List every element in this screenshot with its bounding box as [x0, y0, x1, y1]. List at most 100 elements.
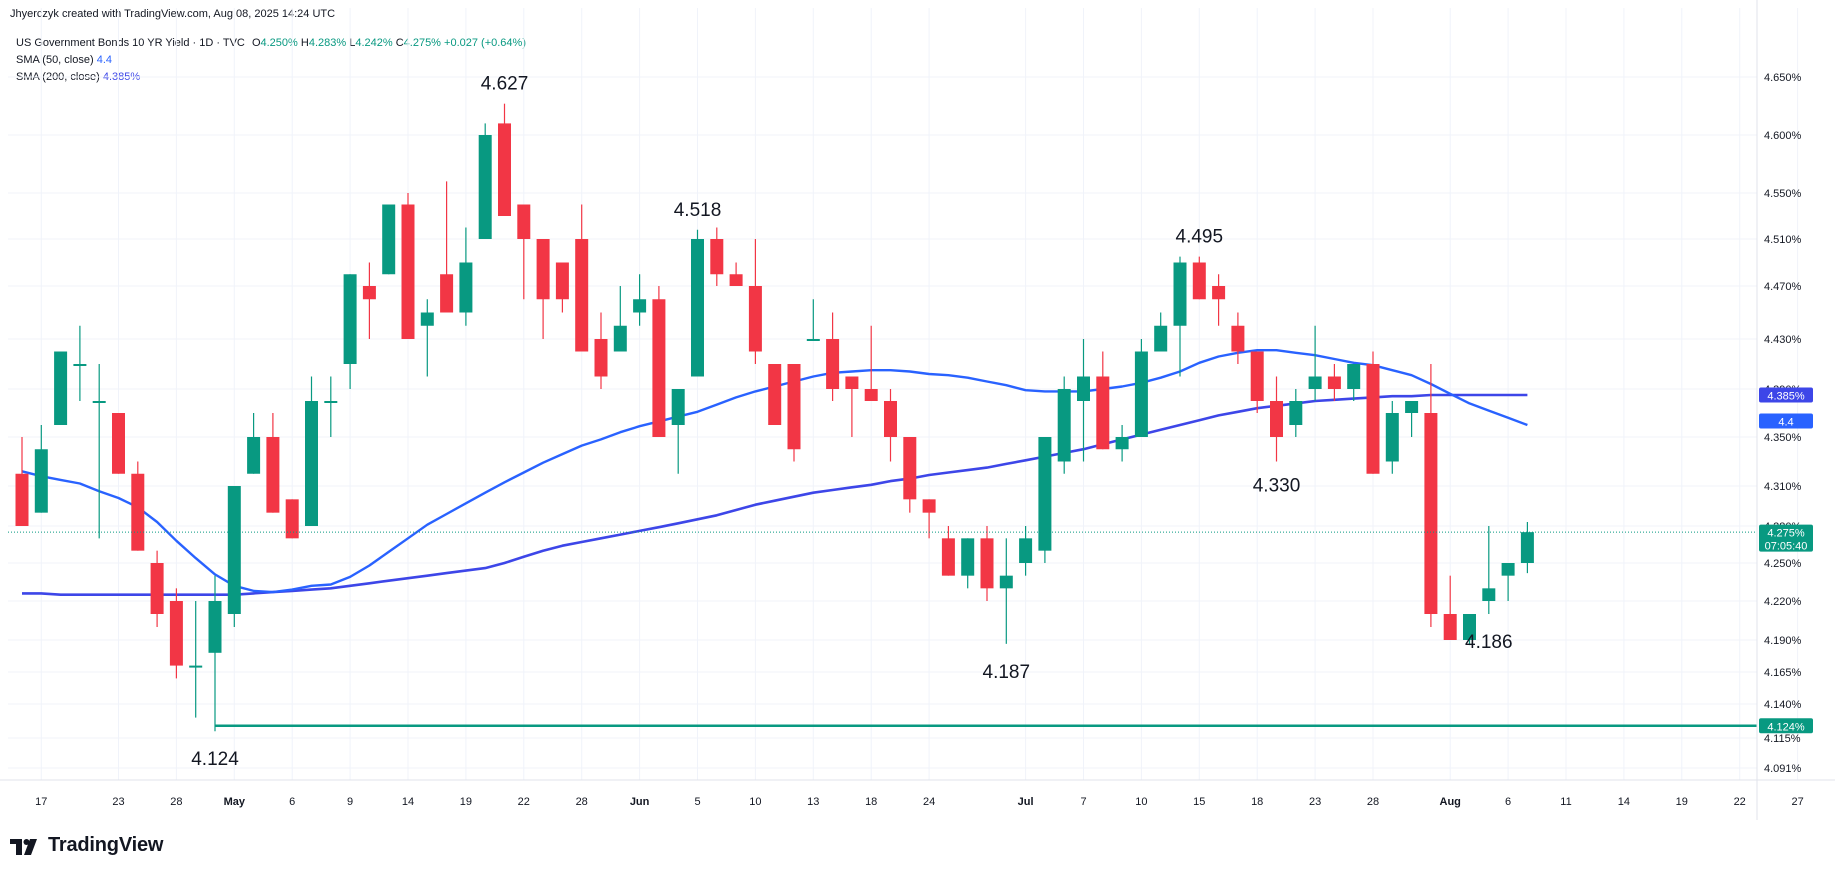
candle-down: [729, 262, 743, 286]
candle-body: [1173, 262, 1187, 326]
candle-down: [845, 376, 859, 437]
x-tick-label: 18: [865, 796, 877, 808]
candle-up: [1289, 389, 1303, 437]
candle-down: [169, 588, 183, 679]
candle-down: [575, 204, 589, 352]
y-tick-label: 4.470%: [1764, 281, 1802, 293]
candle-body: [247, 437, 261, 474]
candle-body: [343, 274, 357, 364]
candle-body: [92, 401, 106, 403]
candle-body: [1154, 325, 1168, 352]
candle-body: [420, 312, 434, 326]
candle-down: [903, 437, 917, 513]
candle-down: [1096, 351, 1110, 450]
legend-open-value: 4.250%: [260, 37, 298, 49]
candle-body: [691, 239, 704, 377]
candle-down: [1212, 274, 1226, 326]
x-tick-label: May: [224, 796, 246, 808]
candle-down: [1192, 256, 1206, 300]
x-tick-label: 23: [112, 796, 124, 808]
x-tick-label: 13: [807, 796, 819, 808]
candle-up: [478, 123, 492, 239]
candle-body: [285, 499, 299, 539]
candle-body: [189, 665, 203, 668]
candle-up: [691, 229, 704, 377]
candle-down: [536, 239, 550, 339]
candle-body: [73, 364, 87, 366]
candle-body: [1038, 437, 1052, 551]
x-tick-label: 22: [1734, 796, 1746, 808]
candle-body: [826, 339, 840, 389]
price-annotation: 4.124: [191, 749, 239, 770]
x-tick-label: 11: [1560, 796, 1571, 808]
y-tick-label: 4.165%: [1764, 667, 1802, 679]
candle-up: [633, 274, 647, 326]
candle-body: [1366, 364, 1380, 474]
candle-up: [1077, 339, 1090, 462]
candle-body: [131, 473, 145, 551]
candle-body: [1482, 588, 1496, 601]
candle-up: [1501, 563, 1515, 601]
y-tick-label: 4.250%: [1764, 558, 1802, 570]
candle-down: [1443, 575, 1457, 640]
support-price-badge: 4.124%: [1759, 718, 1813, 734]
candle-down: [15, 437, 29, 526]
candle-body: [169, 601, 183, 666]
last-price-badge-text: 4.275%: [1767, 528, 1805, 540]
candle-body: [845, 376, 859, 389]
tradingview-logo-text: TradingView: [48, 834, 164, 856]
candle-down: [362, 262, 376, 339]
candle-body: [941, 538, 955, 576]
candle-down: [285, 499, 299, 539]
tradingview-logo[interactable]: TradingView: [10, 834, 163, 857]
candle-up: [305, 376, 318, 526]
x-tick-label: Aug: [1440, 796, 1461, 808]
candle-body: [768, 364, 782, 425]
candle-up: [613, 286, 627, 352]
candle-body: [112, 413, 125, 474]
candle-body: [498, 123, 511, 216]
candle-up: [1405, 401, 1419, 437]
x-tick-label: 14: [1618, 796, 1630, 808]
candle-down: [131, 461, 145, 551]
candle-up: [1057, 376, 1071, 474]
candle-body: [922, 499, 936, 513]
x-tick-label: 27: [1791, 796, 1803, 808]
candle-body: [864, 389, 878, 401]
last-price-badge-text: 07:05:40: [1765, 541, 1808, 553]
candle-down: [1270, 376, 1283, 462]
candle-down: [401, 193, 415, 339]
legend-low-value: 4.242%: [355, 37, 393, 49]
candle-up: [1019, 526, 1033, 576]
x-tick-label: Jun: [630, 796, 650, 808]
x-tick-label: 24: [923, 796, 935, 808]
candle-body: [1270, 401, 1283, 437]
x-tick-label: 22: [518, 796, 530, 808]
candle-down: [768, 364, 782, 425]
candle-body: [1501, 563, 1515, 576]
price-annotation: 4.627: [481, 74, 529, 95]
legend-symbol-row[interactable]: US Government Bonds 10 YR Yield · 1D · T…: [16, 35, 526, 52]
candle-body: [440, 274, 454, 313]
candle-down: [748, 239, 762, 364]
candle-body: [575, 239, 589, 352]
legend-sma50-row[interactable]: SMA (50, close) 4.4: [16, 52, 526, 69]
candle-down: [787, 364, 801, 462]
candle-body: [555, 262, 569, 300]
price-annotation: 4.187: [983, 662, 1031, 683]
y-tick-label: 4.091%: [1764, 763, 1802, 775]
sma200-price-badge: 4.385%: [1759, 387, 1813, 403]
candle-down: [594, 312, 608, 389]
candle-down: [710, 227, 724, 286]
candle-down: [498, 103, 511, 216]
candle-down: [266, 413, 280, 513]
candle-body: [517, 204, 531, 239]
last-price-badge: 4.275%07:05:40: [1759, 524, 1813, 553]
candle-body: [478, 135, 492, 239]
candle-body: [382, 204, 396, 275]
candle-up: [189, 601, 203, 718]
x-tick-label: 19: [1676, 796, 1688, 808]
candle-body: [787, 364, 801, 450]
candle-down: [980, 526, 994, 601]
